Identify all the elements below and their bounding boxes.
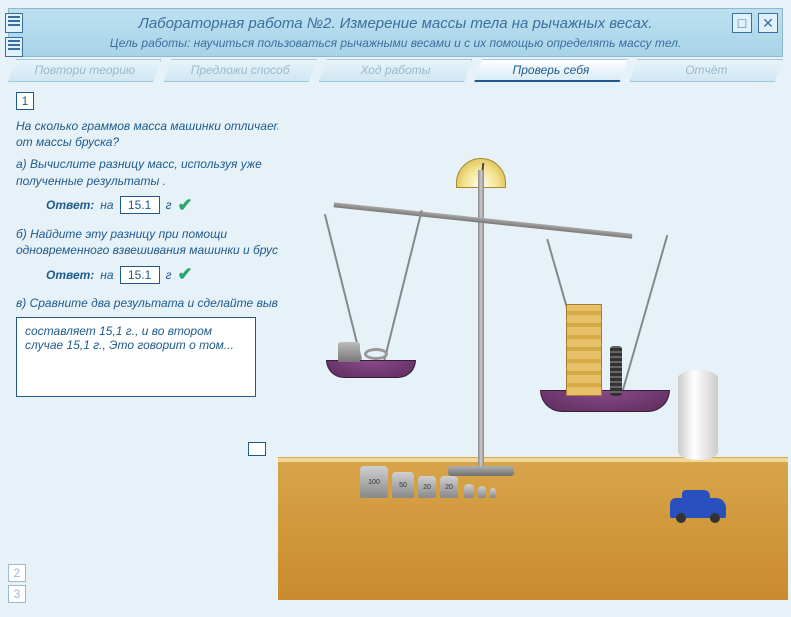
- pager-3[interactable]: 3: [8, 585, 26, 603]
- tab-theory[interactable]: Повтори теорию: [8, 59, 161, 82]
- toy-car[interactable]: [670, 498, 726, 518]
- calc-icon: [5, 37, 23, 57]
- pan-left[interactable]: [326, 360, 416, 378]
- answer-input-a[interactable]: [120, 196, 160, 214]
- weight-tiny6[interactable]: [490, 488, 496, 498]
- weight-tiny4[interactable]: [464, 484, 474, 498]
- answer-row-a: Ответ: на г ✔: [46, 195, 296, 216]
- answer-input-b[interactable]: [120, 266, 160, 284]
- question-part-a: а) Вычислите разницу масс, используя уже…: [16, 156, 296, 188]
- unit-a: г: [166, 198, 172, 212]
- question-part-c: в) Сравните два результата и сделайте вы…: [16, 295, 296, 311]
- hanger-left-1: [324, 214, 362, 360]
- question-intro: На сколько граммов масса машинки отличае…: [16, 118, 296, 150]
- ring-on-pan[interactable]: [364, 348, 388, 360]
- screw-object[interactable]: [610, 346, 622, 396]
- question-number: 1: [16, 92, 34, 110]
- conclusion-input[interactable]: составляет 15,1 г., и во втором случае 1…: [16, 317, 256, 397]
- content-area: 1 На сколько граммов масса машинки отлич…: [8, 90, 783, 610]
- answer-label-b: Ответ:: [46, 268, 94, 282]
- doc-icon: [5, 13, 23, 33]
- small-weight-on-pan[interactable]: [338, 342, 360, 362]
- weight-100[interactable]: 100: [360, 466, 388, 498]
- header: □ ✕ Лабораторная работа №2. Измерение ма…: [8, 8, 783, 57]
- tab-method[interactable]: Предложи способ: [163, 59, 316, 82]
- scale-post: [478, 170, 484, 470]
- weight-50[interactable]: 50: [392, 472, 414, 498]
- check-icon: ✔: [178, 195, 193, 216]
- answer-label-a: Ответ:: [46, 198, 94, 212]
- pager-2[interactable]: 2: [8, 564, 26, 582]
- maximize-button[interactable]: □: [732, 13, 752, 33]
- table-edge: [278, 458, 788, 462]
- tab-report[interactable]: Отчёт: [630, 59, 783, 82]
- na-a: на: [100, 198, 113, 212]
- question-pager: 2 3: [8, 564, 26, 606]
- scale-base: [448, 466, 514, 476]
- wood-block[interactable]: [566, 304, 602, 396]
- hanger-left-2: [383, 210, 422, 361]
- tab-procedure[interactable]: Ход работы: [319, 59, 472, 82]
- expand-handle[interactable]: [248, 442, 266, 456]
- hanger-right-2: [622, 235, 669, 391]
- pan-right[interactable]: [540, 390, 670, 412]
- weight-20[interactable]: 20: [418, 476, 436, 498]
- page-goal: Цель работы: научиться пользоваться рыча…: [19, 36, 772, 50]
- tab-bar: Повтори теорию Предложи способ Ход работ…: [8, 59, 783, 82]
- weight-20[interactable]: 20: [440, 476, 458, 498]
- na-b: на: [100, 268, 113, 282]
- tab-selftest[interactable]: Проверь себя: [474, 59, 627, 82]
- weight-tiny5[interactable]: [478, 486, 486, 498]
- cylinder-object[interactable]: [678, 370, 718, 460]
- page-title: Лабораторная работа №2. Измерение массы …: [19, 15, 772, 32]
- unit-b: г: [166, 268, 172, 282]
- check-icon: ✔: [178, 264, 193, 285]
- answer-row-b: Ответ: на г ✔: [46, 264, 296, 285]
- question-part-b: б) Найдите эту разницу при помощи одновр…: [16, 226, 296, 258]
- simulation-stage[interactable]: 100502020: [278, 90, 788, 600]
- question-panel: 1 На сколько граммов масса машинки отлич…: [16, 92, 296, 397]
- close-button[interactable]: ✕: [758, 13, 778, 33]
